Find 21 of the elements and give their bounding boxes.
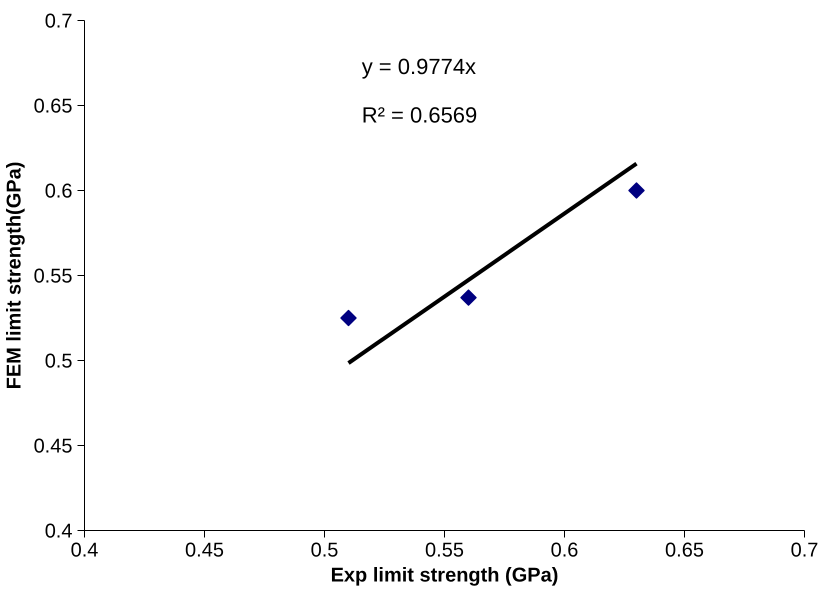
point [340, 310, 357, 326]
x-tick-label: 0.6 [550, 540, 578, 562]
x-tick-label: 0.7 [790, 540, 818, 562]
point [628, 182, 645, 199]
x-tick-label: 0.45 [185, 540, 224, 562]
x-axis-title: Exp limit strength (GPa) [330, 564, 558, 586]
y-tick-label: 0.55 [34, 266, 73, 288]
y-tick-label: 0.7 [44, 10, 73, 32]
x-tick-label: 0.65 [665, 540, 704, 562]
x-tick-label: 0.55 [425, 540, 464, 562]
x-tick-label: 0.4 [70, 540, 98, 562]
y-tick-label: 0.4 [44, 520, 73, 542]
annotation: R² = 0.6569 [362, 102, 478, 128]
x-tick-label: 0.5 [310, 540, 338, 562]
y-tick-label: 0.6 [44, 180, 73, 202]
point [460, 289, 477, 306]
y-tick-label: 0.45 [34, 436, 73, 458]
annotation: y = 0.9774x [362, 54, 476, 79]
y-tick-label: 0.65 [34, 96, 73, 118]
y-tick-label: 0.5 [44, 350, 73, 372]
y-axis-title: FEM limit strength(GPa) [4, 162, 26, 390]
